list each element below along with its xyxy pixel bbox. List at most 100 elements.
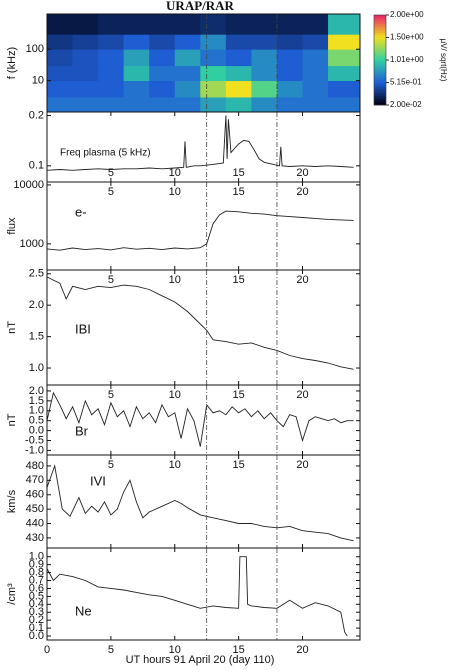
colorbar-tick-label: 2.00e+00 [390,10,424,19]
heatmap-cell [276,97,303,113]
x-axis-label: UT hours 91 April 20 (day 110) [126,654,275,666]
colorbar-cell [374,102,386,106]
colorbar-cell [374,42,386,45]
x-tick-label: 5 [108,644,114,656]
y-tick-label: 10 [32,75,44,87]
x-tick-label: 15 [233,186,245,198]
heatmap-cell [149,97,176,113]
heatmap-cell [47,65,73,82]
colorbar-cell [374,73,386,77]
heatmap-cell [174,80,201,98]
y-axis-label: km/s [6,489,18,513]
colorbar-cell [374,87,386,90]
colorbar-tick-label: 1.01e+00 [390,55,424,64]
annotation: Ne [75,603,92,618]
heatmap-cell [47,49,73,67]
heatmap-cell [328,14,361,35]
heatmap-cell [98,34,125,50]
heatmap-cell [123,14,150,35]
data-line [46,210,354,251]
heatmap-cell [47,34,73,50]
heatmap-cell [72,14,99,35]
heatmap-cell [302,34,329,50]
y-tick-label: 430 [26,532,44,544]
colorbar-cell [374,48,386,52]
y-tick-label: 470 [26,474,44,486]
colorbar-cell [374,80,386,83]
heatmap-cell [200,80,227,98]
colorbar-cell [374,35,386,38]
y-tick-label: 0.4 [29,598,44,610]
annotation: IBI [75,321,91,336]
colorbar-cell [374,28,386,32]
colorbar-cell [374,21,386,25]
heatmap-cell [251,97,278,113]
heatmap-cell [47,14,73,35]
data-line [46,391,354,447]
x-tick-label: 0 [44,644,50,656]
y-tick-label: 1.5 [29,395,44,407]
y-tick-label: 2.0 [29,299,44,311]
colorbar-cell [374,37,386,41]
panel-frame [46,547,361,641]
heatmap-cell [174,49,201,67]
heatmap-cell [72,97,99,113]
colorbar-cell [374,69,386,72]
y-tick-label: 0.1 [29,622,44,634]
heatmap-cell [225,97,252,113]
colorbar-cell [374,82,386,86]
colorbar-cell [374,91,386,95]
panel-frame [46,454,361,549]
y-tick-label: 1.0 [29,362,44,374]
x-tick-label: 15 [233,389,245,401]
colorbar-cell [374,33,386,36]
panel-frame [46,384,361,456]
heatmap-cell [225,80,252,98]
heatmap-cell [225,65,252,82]
colorbar-cell [374,96,386,99]
x-tick-label: 15 [233,459,245,471]
colorbar-cell [374,60,386,63]
heatmap-cell [200,65,227,82]
heatmap-cell [47,80,73,98]
y-tick-label: 100 [26,43,44,55]
y-tick-label: 1000 [20,238,44,250]
colorbar-cell [374,15,386,18]
x-tick-label: 10 [169,274,181,286]
heatmap-cell [123,49,150,67]
heatmap-cell [276,34,303,50]
colorbar-cell [374,19,386,23]
colorbar-label: μV/ sqrt(Hz) [439,39,448,82]
heatmap-cell [200,14,227,35]
heatmap-cell [98,80,125,98]
y-tick-label: 1.5 [29,331,44,343]
colorbar-cell [374,84,386,88]
colorbar-cell [374,24,386,27]
colorbar-cell [374,98,386,101]
heatmap-cell [149,14,176,35]
heatmap-cell [123,34,150,50]
y-tick-label: 0.5 [29,590,44,602]
heatmap-cell [302,49,329,67]
heatmap-cell [98,65,125,82]
heatmap-cell [251,14,278,35]
colorbar-cell [374,26,386,29]
y-tick-label: -1.0 [25,444,44,456]
heatmap-cell [72,34,99,50]
colorbar-cell [374,51,386,54]
y-axis-label: f (kHz) [6,47,18,79]
heatmap-cell [328,34,361,50]
y-tick-label: 1.0 [29,405,44,417]
x-tick-label: 10 [169,644,181,656]
colorbar-cell [374,89,386,92]
data-line [46,276,354,370]
heatmap-cell [276,14,303,35]
heatmap-cell [302,65,329,82]
colorbar-cell [374,75,386,79]
colorbar-cell [374,30,386,34]
heatmap-cell [328,80,361,98]
y-tick-label: 2.0 [29,385,44,397]
x-tick-label: 15 [233,167,245,179]
y-tick-label: 440 [26,517,44,529]
heatmap-cell [72,49,99,67]
